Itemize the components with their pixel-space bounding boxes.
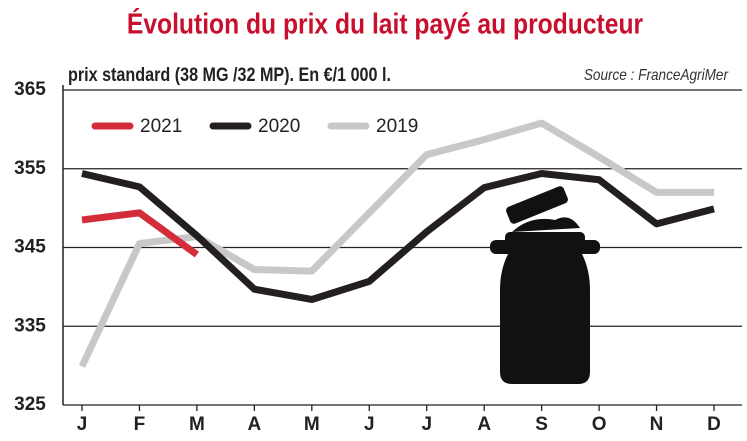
y-tick-label: 345 bbox=[14, 237, 46, 258]
x-tick-label: F bbox=[134, 414, 146, 435]
y-tick-label: 335 bbox=[14, 315, 46, 336]
line-series bbox=[81, 209, 199, 258]
x-tick-label: A bbox=[477, 414, 491, 435]
legend-label: 2020 bbox=[258, 116, 300, 137]
legend-label: 2021 bbox=[140, 116, 182, 137]
y-tick-label: 365 bbox=[14, 79, 46, 100]
y-tick-label: 325 bbox=[14, 394, 46, 415]
x-tick-label: D bbox=[707, 414, 721, 435]
x-tick-label: O bbox=[592, 414, 607, 435]
x-tick-label: J bbox=[421, 414, 432, 435]
source: Source : FranceAgriMer bbox=[584, 67, 729, 84]
line-series bbox=[78, 119, 714, 368]
x-tick-label: J bbox=[77, 414, 88, 435]
x-tick-label: A bbox=[247, 414, 261, 435]
chart-title: Évolution du prix du lait payé au produc… bbox=[127, 7, 644, 40]
x-tick-label: N bbox=[650, 414, 664, 435]
subtitle: prix standard (38 MG /32 MP). En €/1 000… bbox=[68, 64, 391, 86]
milk-can-icon bbox=[490, 186, 600, 384]
y-tick-label: 355 bbox=[14, 158, 46, 179]
legend-label: 2019 bbox=[376, 116, 418, 137]
line-series bbox=[81, 169, 715, 303]
x-tick-label: J bbox=[364, 414, 375, 435]
x-tick-label: S bbox=[535, 414, 548, 435]
x-tick-label: M bbox=[189, 414, 205, 435]
x-tick-label: M bbox=[304, 414, 320, 435]
